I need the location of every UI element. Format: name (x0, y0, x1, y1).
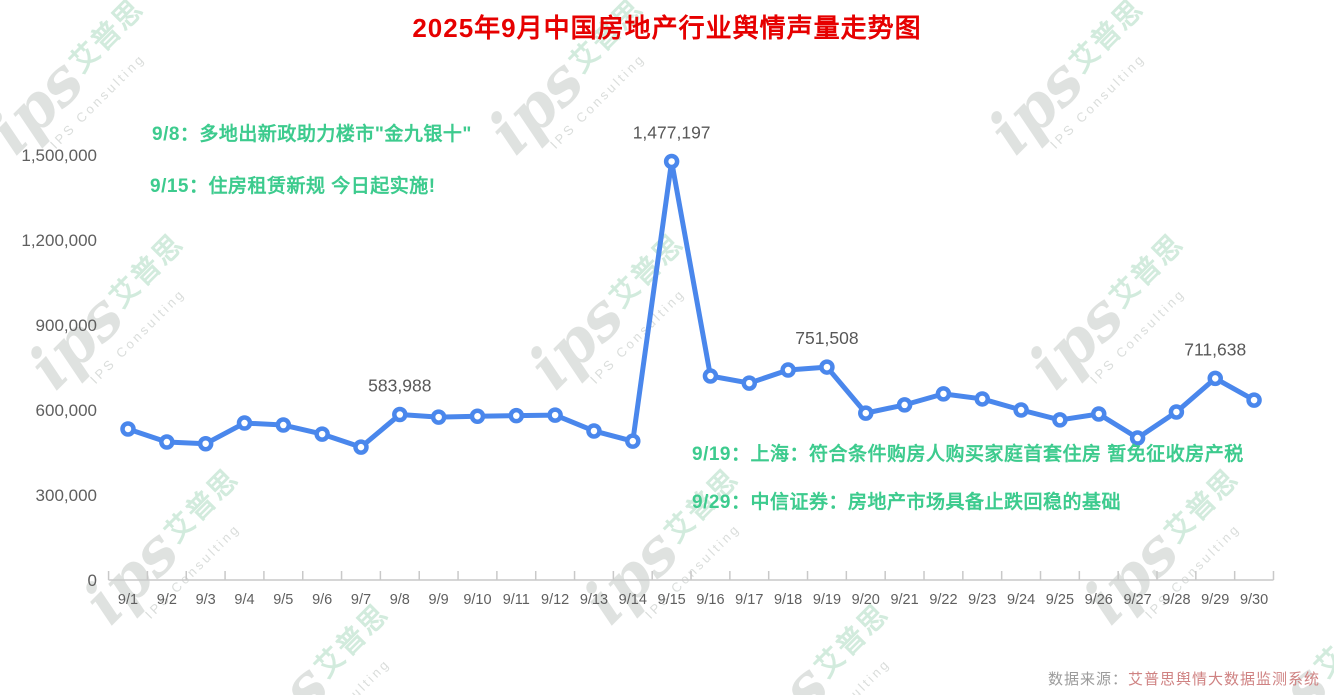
data-point[interactable] (197, 435, 214, 452)
y-axis-label: 600,000 (36, 401, 97, 420)
data-point[interactable] (586, 423, 602, 439)
source-prefix: 数据来源： (1047, 671, 1128, 688)
x-axis-label: 9/28 (1162, 592, 1190, 608)
data-point[interactable] (392, 406, 408, 423)
x-axis-label: 9/20 (852, 592, 880, 608)
data-point[interactable] (159, 434, 175, 450)
x-axis-label: 9/14 (619, 592, 647, 608)
x-axis-label: 9/24 (1007, 592, 1035, 608)
y-axis-label: 0 (88, 571, 97, 590)
data-point[interactable] (974, 391, 991, 407)
data-point[interactable] (314, 426, 330, 442)
x-axis-label: 9/18 (774, 592, 802, 608)
data-point[interactable] (1168, 404, 1185, 420)
x-axis-label: 9/16 (696, 592, 724, 608)
x-axis-label: 9/11 (503, 592, 530, 608)
point-value-label: 711,638 (1184, 339, 1246, 359)
x-axis-label: 9/21 (890, 592, 918, 608)
x-axis-label: 9/19 (813, 592, 841, 608)
data-point[interactable] (663, 153, 680, 170)
data-point[interactable] (469, 408, 486, 424)
x-axis-label: 9/1 (118, 592, 138, 608)
x-axis-label: 9/27 (1123, 592, 1151, 608)
data-point[interactable] (935, 386, 952, 402)
x-axis-label: 9/6 (312, 592, 332, 608)
data-point[interactable] (780, 362, 796, 378)
data-point[interactable] (1246, 392, 1262, 408)
data-point[interactable] (702, 368, 719, 384)
chart-title: 2025年9月中国房地产行业舆情声量走势图 (412, 13, 922, 43)
data-source: 数据来源：艾普思舆情大数据监测系统 (1048, 668, 1320, 689)
point-value-label: 751,508 (795, 328, 858, 348)
x-axis-label: 9/9 (429, 592, 449, 608)
data-point[interactable] (896, 397, 913, 413)
x-axis-label: 9/22 (929, 592, 957, 608)
y-axis-label: 1,200,000 (21, 231, 97, 250)
x-axis-label: 9/30 (1240, 592, 1268, 608)
data-point[interactable] (508, 407, 525, 424)
data-point[interactable] (1207, 370, 1223, 387)
data-point[interactable] (1013, 402, 1029, 418)
data-point[interactable] (120, 421, 136, 437)
x-axis-label: 9/7 (351, 592, 371, 608)
y-axis-label: 900,000 (36, 316, 97, 335)
x-axis-label: 9/8 (390, 592, 410, 608)
y-axis-label: 1,500,000 (21, 146, 97, 165)
data-point[interactable] (858, 405, 874, 421)
data-point[interactable] (547, 407, 563, 423)
point-value-label: 1,477,197 (633, 122, 711, 142)
x-axis-label: 9/3 (196, 592, 216, 608)
data-point[interactable] (236, 415, 253, 431)
x-axis-label: 9/5 (273, 592, 293, 608)
data-point[interactable] (353, 439, 369, 455)
y-axis-label: 300,000 (36, 486, 97, 505)
data-point[interactable] (1129, 430, 1146, 446)
series-line (125, 158, 1257, 450)
data-point[interactable] (275, 417, 292, 433)
x-axis-label: 9/4 (234, 592, 254, 608)
event-annotation: 9/19：上海：符合条件购房人购买家庭首套住房 暂免征收房产税 (692, 444, 1244, 465)
data-point[interactable] (430, 409, 447, 425)
data-point[interactable] (1052, 412, 1068, 428)
event-annotation: 9/29：中信证券：房地产市场具备止跌回稳的基础 (692, 492, 1121, 513)
x-axis-label: 9/10 (463, 592, 491, 608)
data-point[interactable] (625, 433, 641, 449)
point-value-label: 583,988 (368, 376, 431, 396)
data-point[interactable] (819, 359, 835, 375)
x-axis-label: 9/25 (1046, 592, 1074, 608)
x-axis-label: 9/23 (968, 592, 996, 608)
event-annotation: 9/8：多地出新政助力楼市"金九银十" (152, 124, 472, 145)
x-axis-label: 9/13 (580, 592, 608, 608)
data-point[interactable] (741, 375, 758, 391)
x-axis-label: 9/29 (1201, 592, 1229, 608)
x-axis-label: 9/12 (541, 592, 569, 608)
x-axis-label: 9/2 (157, 592, 177, 608)
source-name: 艾普思舆情大数据监测系统 (1127, 671, 1320, 688)
data-point[interactable] (1091, 406, 1107, 422)
x-axis-label: 9/15 (658, 592, 686, 608)
event-annotation: 9/15：住房租赁新规 今日起实施! (150, 176, 436, 197)
x-axis-label: 9/17 (735, 592, 763, 608)
x-axis-label: 9/26 (1085, 592, 1113, 608)
